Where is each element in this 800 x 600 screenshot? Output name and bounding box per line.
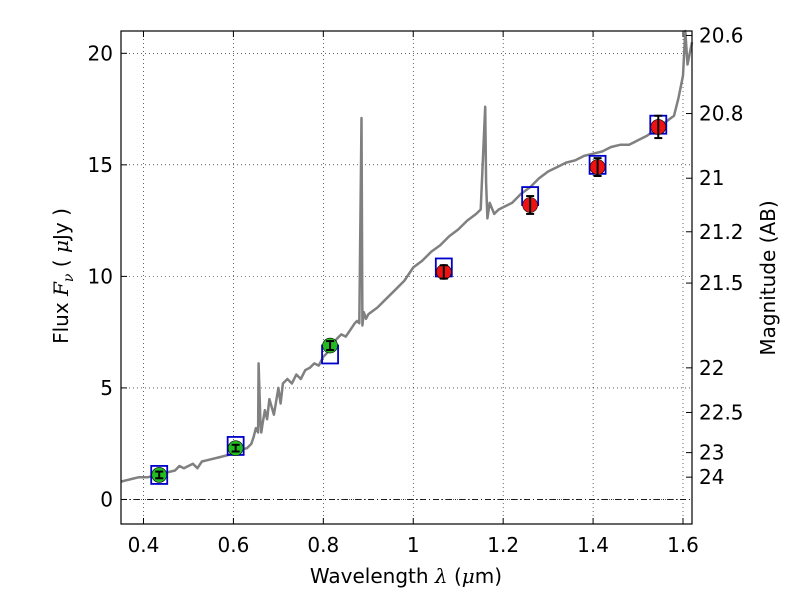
magnitude-tick-label: 22 <box>699 356 724 380</box>
magnitude-tick-label: 20.8 <box>699 102 744 126</box>
y-tick-label: 10 <box>88 264 113 288</box>
magnitude-tick-label: 24 <box>699 465 724 489</box>
magnitude-tick-label: 20.6 <box>699 23 744 47</box>
magnitude-tick-label: 22.5 <box>699 400 744 424</box>
y-axis-label: Flux Fν ( μJy ) <box>49 208 77 344</box>
x-tick-label: 1.6 <box>667 533 699 557</box>
y-tick-label: 20 <box>88 41 113 65</box>
axis-ticks: 0.4 0.6 0.8 1 1.2 1.4 1.6 0 5 10 15 20 20.6 20.8 21 21.… <box>88 23 744 557</box>
x-axis-label: Wavelength λ (μm) <box>310 564 502 588</box>
right-axis-label: Magnitude (AB) <box>756 200 780 355</box>
plot-frame <box>120 30 693 525</box>
x-tick-label: 0.6 <box>217 533 249 557</box>
spectrum-series <box>120 29 694 483</box>
magnitude-tick-label: 23 <box>699 441 724 465</box>
model-photometry-series <box>150 114 668 485</box>
x-tick-label: 1.2 <box>487 533 519 557</box>
x-tick-label: 1 <box>407 533 420 557</box>
y-tick-label: 15 <box>88 153 113 177</box>
observed-photometry-series <box>151 114 667 483</box>
x-tick-label: 0.8 <box>307 533 339 557</box>
x-tick-label: 1.4 <box>577 533 609 557</box>
x-tick-label: 0.4 <box>128 533 160 557</box>
magnitude-tick-label: 21.2 <box>699 220 744 244</box>
magnitude-tick-label: 21.5 <box>699 271 744 295</box>
magnitude-tick-label: 21 <box>699 166 724 190</box>
y-tick-label: 5 <box>100 376 113 400</box>
y-tick-label: 0 <box>100 487 113 511</box>
spectrum-line <box>120 29 694 483</box>
model-photometry-square <box>150 465 169 485</box>
